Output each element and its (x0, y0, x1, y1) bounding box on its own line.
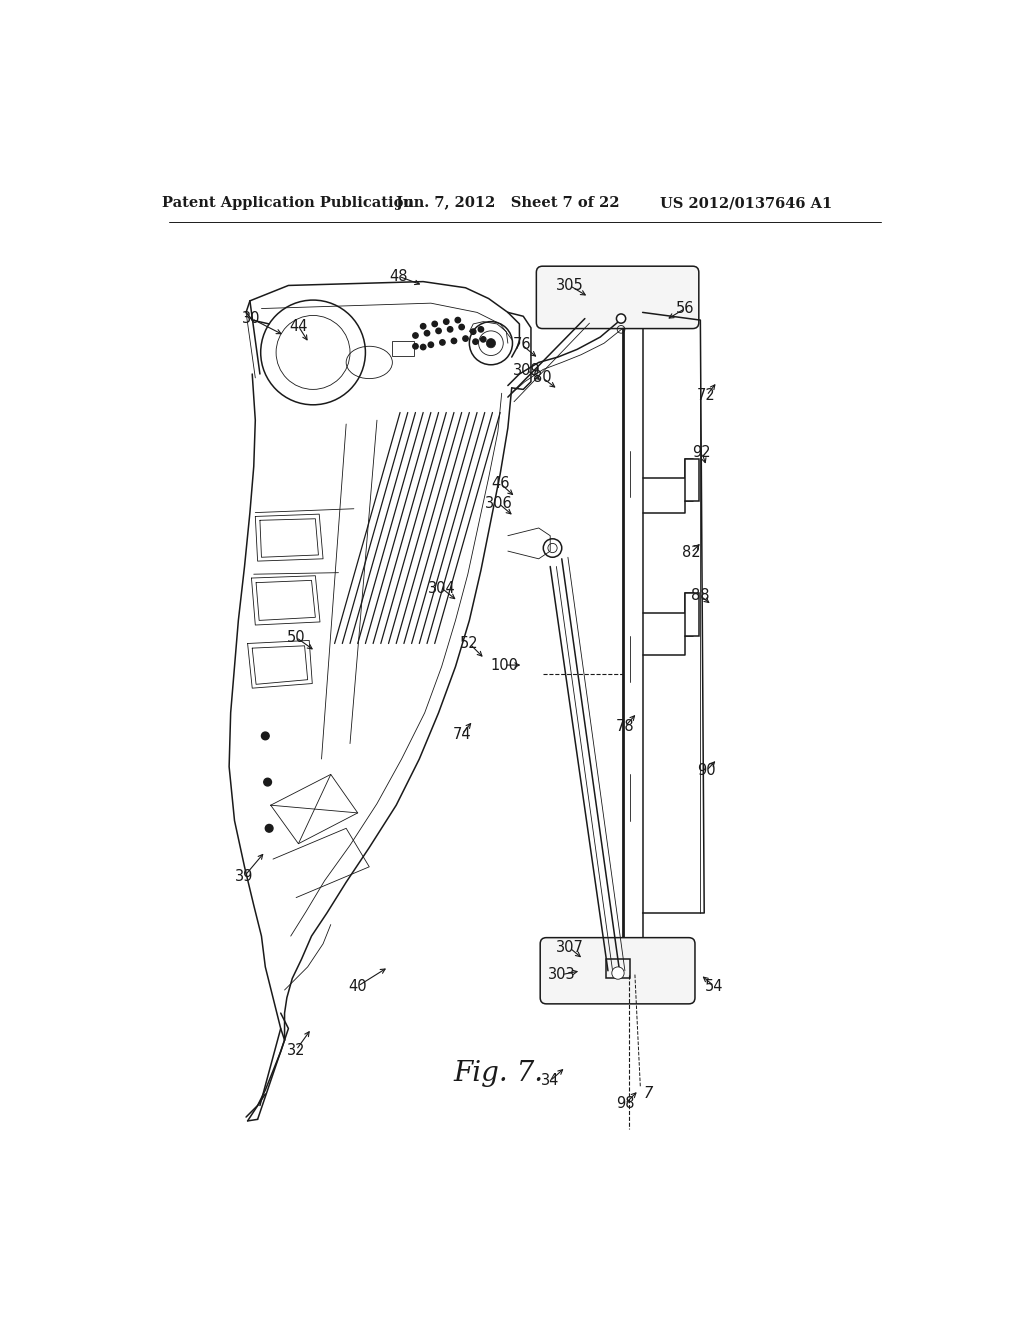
Circle shape (447, 326, 453, 333)
Text: 78: 78 (615, 719, 634, 734)
Circle shape (261, 733, 269, 739)
Text: 74: 74 (453, 727, 471, 742)
Text: 34: 34 (541, 1073, 559, 1089)
Bar (685, 459, 698, 502)
Text: 100: 100 (490, 657, 518, 673)
Text: 76: 76 (512, 337, 531, 352)
Circle shape (480, 337, 486, 342)
Text: 52: 52 (460, 636, 478, 651)
Circle shape (424, 330, 430, 335)
Circle shape (421, 345, 426, 350)
Text: 306: 306 (484, 496, 512, 511)
Circle shape (421, 323, 426, 329)
Text: 80: 80 (534, 371, 552, 385)
Circle shape (473, 339, 478, 345)
Circle shape (265, 825, 273, 832)
Text: US 2012/0137646 A1: US 2012/0137646 A1 (660, 197, 833, 210)
Circle shape (611, 966, 625, 979)
Circle shape (443, 319, 449, 325)
Bar (685, 594, 698, 636)
Text: Jun. 7, 2012   Sheet 7 of 22: Jun. 7, 2012 Sheet 7 of 22 (396, 197, 620, 210)
Text: 48: 48 (389, 269, 408, 284)
Circle shape (478, 326, 483, 333)
Circle shape (413, 343, 418, 348)
Bar (392, 341, 414, 356)
Text: 50: 50 (287, 630, 305, 645)
Circle shape (459, 325, 464, 330)
Text: 305: 305 (556, 279, 584, 293)
Circle shape (432, 321, 437, 326)
Text: 7: 7 (643, 1086, 652, 1101)
Text: 88: 88 (691, 589, 710, 603)
Text: 39: 39 (236, 869, 254, 883)
Circle shape (455, 317, 461, 323)
Bar (606, 960, 630, 978)
Text: 56: 56 (676, 301, 694, 315)
Circle shape (436, 329, 441, 334)
Circle shape (413, 333, 418, 338)
Circle shape (264, 779, 271, 785)
Circle shape (486, 339, 496, 348)
Text: 54: 54 (705, 978, 724, 994)
Text: Fig. 7.: Fig. 7. (454, 1060, 544, 1086)
Text: 72: 72 (697, 388, 716, 403)
FancyBboxPatch shape (541, 937, 695, 1003)
Text: 303: 303 (548, 968, 575, 982)
Text: 309: 309 (513, 363, 541, 378)
Text: 90: 90 (697, 763, 716, 777)
Text: 44: 44 (289, 318, 307, 334)
Circle shape (439, 339, 445, 345)
Circle shape (463, 335, 468, 342)
Text: 46: 46 (490, 475, 509, 491)
Text: 40: 40 (348, 978, 367, 994)
Text: 82: 82 (682, 545, 700, 560)
Text: 32: 32 (287, 1043, 305, 1057)
Text: Patent Application Publication: Patent Application Publication (163, 197, 415, 210)
Text: 304: 304 (428, 581, 456, 595)
Text: 92: 92 (692, 445, 712, 461)
Circle shape (616, 314, 626, 323)
Circle shape (428, 342, 433, 347)
Circle shape (470, 329, 476, 334)
Text: 30: 30 (243, 312, 261, 326)
Text: 307: 307 (556, 940, 584, 956)
Text: 98: 98 (615, 1097, 634, 1111)
FancyBboxPatch shape (537, 267, 698, 329)
Circle shape (452, 338, 457, 343)
